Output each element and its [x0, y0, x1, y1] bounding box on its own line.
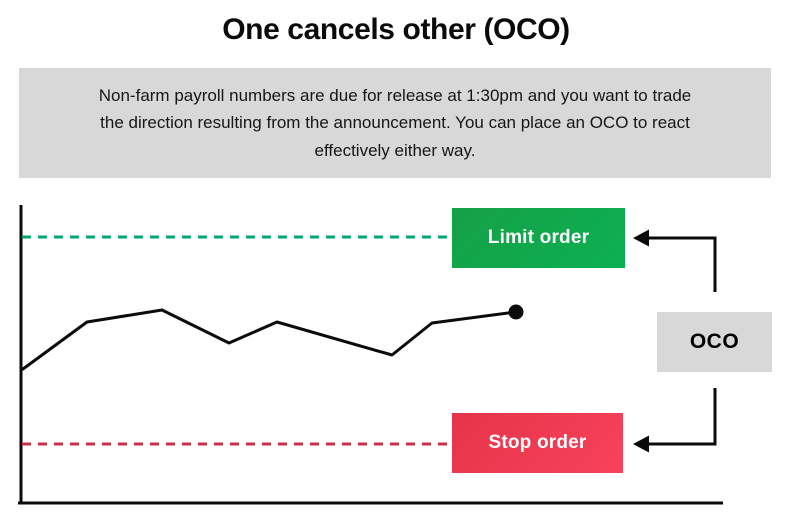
oco-connector-line — [646, 236, 717, 292]
description-line: the direction resulting from the announc… — [100, 113, 690, 133]
page-title: One cancels other (OCO) — [222, 13, 570, 46]
current-price-dot — [508, 304, 524, 320]
description-box: Non-farm payroll numbers are due for rel… — [19, 68, 771, 178]
limit-order-badge: Limit order — [452, 208, 625, 268]
oco-box: OCO — [657, 312, 772, 372]
description-line: effectively either way. — [314, 140, 476, 160]
stop-order-badge: Stop order — [452, 413, 623, 473]
oco-connector-line — [646, 388, 717, 446]
arrow-left-icon — [633, 435, 649, 453]
price-line — [21, 308, 518, 371]
arrow-left-icon — [633, 229, 649, 247]
description-line: Non-farm payroll numbers are due for rel… — [98, 85, 692, 105]
